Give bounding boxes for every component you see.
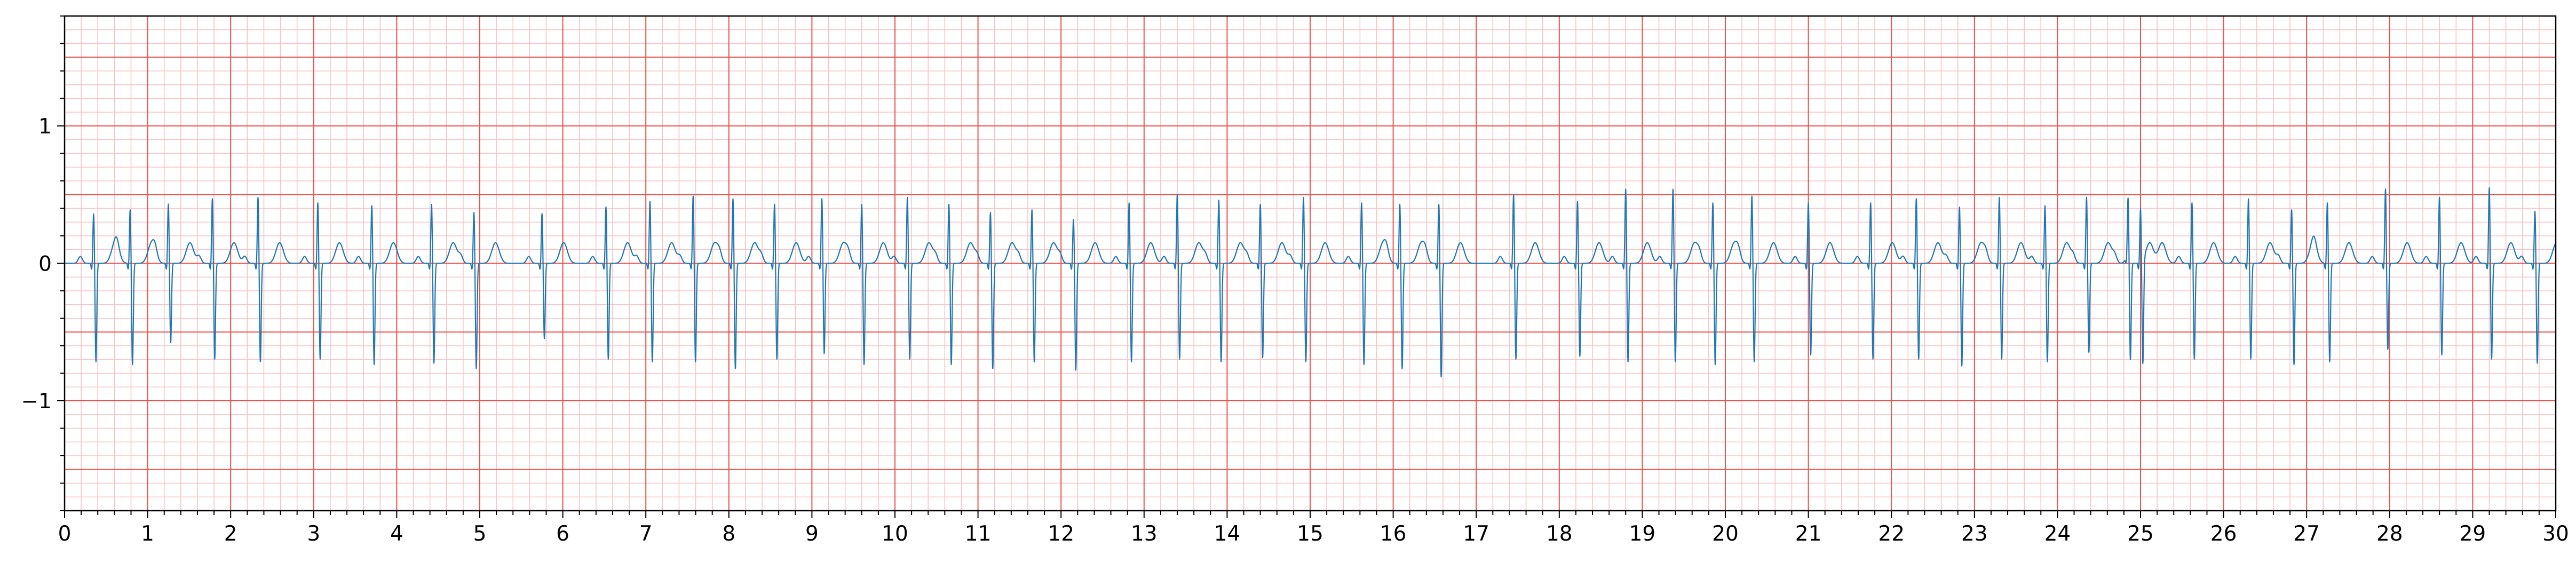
x-tick-label: 15 [1297, 522, 1323, 546]
x-tick-label: 18 [1546, 522, 1573, 546]
x-tick-label: 8 [722, 522, 735, 546]
x-tick-label: 19 [1629, 522, 1656, 546]
x-tick-label: 22 [1878, 522, 1905, 546]
x-tick-label: 16 [1380, 522, 1407, 546]
x-tick-label: 9 [805, 522, 819, 546]
x-tick-label: 26 [2210, 522, 2237, 546]
x-tick-label: 28 [2376, 522, 2403, 546]
y-tick-label: 0 [38, 252, 52, 276]
x-tick-label: 29 [2460, 522, 2486, 546]
x-tick-label: 1 [141, 522, 154, 546]
x-tick-label: 27 [2293, 522, 2320, 546]
x-tick-label: 21 [1795, 522, 1822, 546]
x-tick-label: 5 [473, 522, 487, 546]
x-tick-label: 30 [2542, 522, 2569, 546]
x-tick-label: 4 [390, 522, 403, 546]
x-tick-label: 10 [882, 522, 908, 546]
x-tick-label: 24 [2044, 522, 2071, 546]
x-tick-label: 2 [224, 522, 237, 546]
x-tick-label: 13 [1131, 522, 1158, 546]
x-tick-label: 6 [556, 522, 569, 546]
y-axis: −1 0 1 [21, 15, 65, 511]
x-tick-label: 23 [1961, 522, 1988, 546]
y-tick-label: 1 [38, 115, 52, 139]
x-tick-label: 12 [1048, 522, 1074, 546]
x-tick-label: 0 [58, 522, 72, 546]
y-tick-label: −1 [21, 390, 52, 414]
x-tick-label: 7 [639, 522, 653, 546]
major-grid [64, 16, 2556, 511]
x-tick-label: 25 [2127, 522, 2154, 546]
x-tick-label: 20 [1712, 522, 1739, 546]
ecg-trace [64, 187, 2556, 378]
x-tick-label: 17 [1463, 522, 1489, 546]
x-axis: 0 1 2 3 4 5 6 7 8 9 10 11 12 13 14 15 16 17 18 19 20 21 22 23 24… [58, 511, 2569, 546]
x-tick-label: 14 [1214, 522, 1241, 546]
x-tick-label: 11 [965, 522, 992, 546]
x-tick-label: 3 [307, 522, 320, 546]
